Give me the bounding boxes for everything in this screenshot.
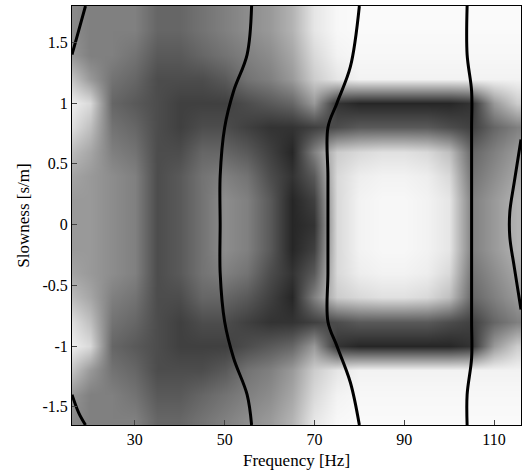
svg-text:90: 90 (396, 431, 412, 448)
svg-text:0: 0 (60, 216, 68, 233)
svg-text:-1.5: -1.5 (42, 398, 67, 415)
svg-text:30: 30 (127, 431, 143, 448)
svg-text:Frequency [Hz]: Frequency [Hz] (243, 451, 350, 470)
svg-text:110: 110 (482, 431, 505, 448)
svg-text:-0.5: -0.5 (42, 277, 67, 294)
svg-text:0.5: 0.5 (48, 155, 68, 172)
svg-text:50: 50 (217, 431, 233, 448)
svg-text:70: 70 (306, 431, 322, 448)
svg-text:-1: -1 (54, 338, 67, 355)
svg-text:Slowness [s/m]: Slowness [s/m] (14, 163, 33, 267)
svg-text:1: 1 (60, 95, 68, 112)
svg-text:1.5: 1.5 (48, 34, 68, 51)
